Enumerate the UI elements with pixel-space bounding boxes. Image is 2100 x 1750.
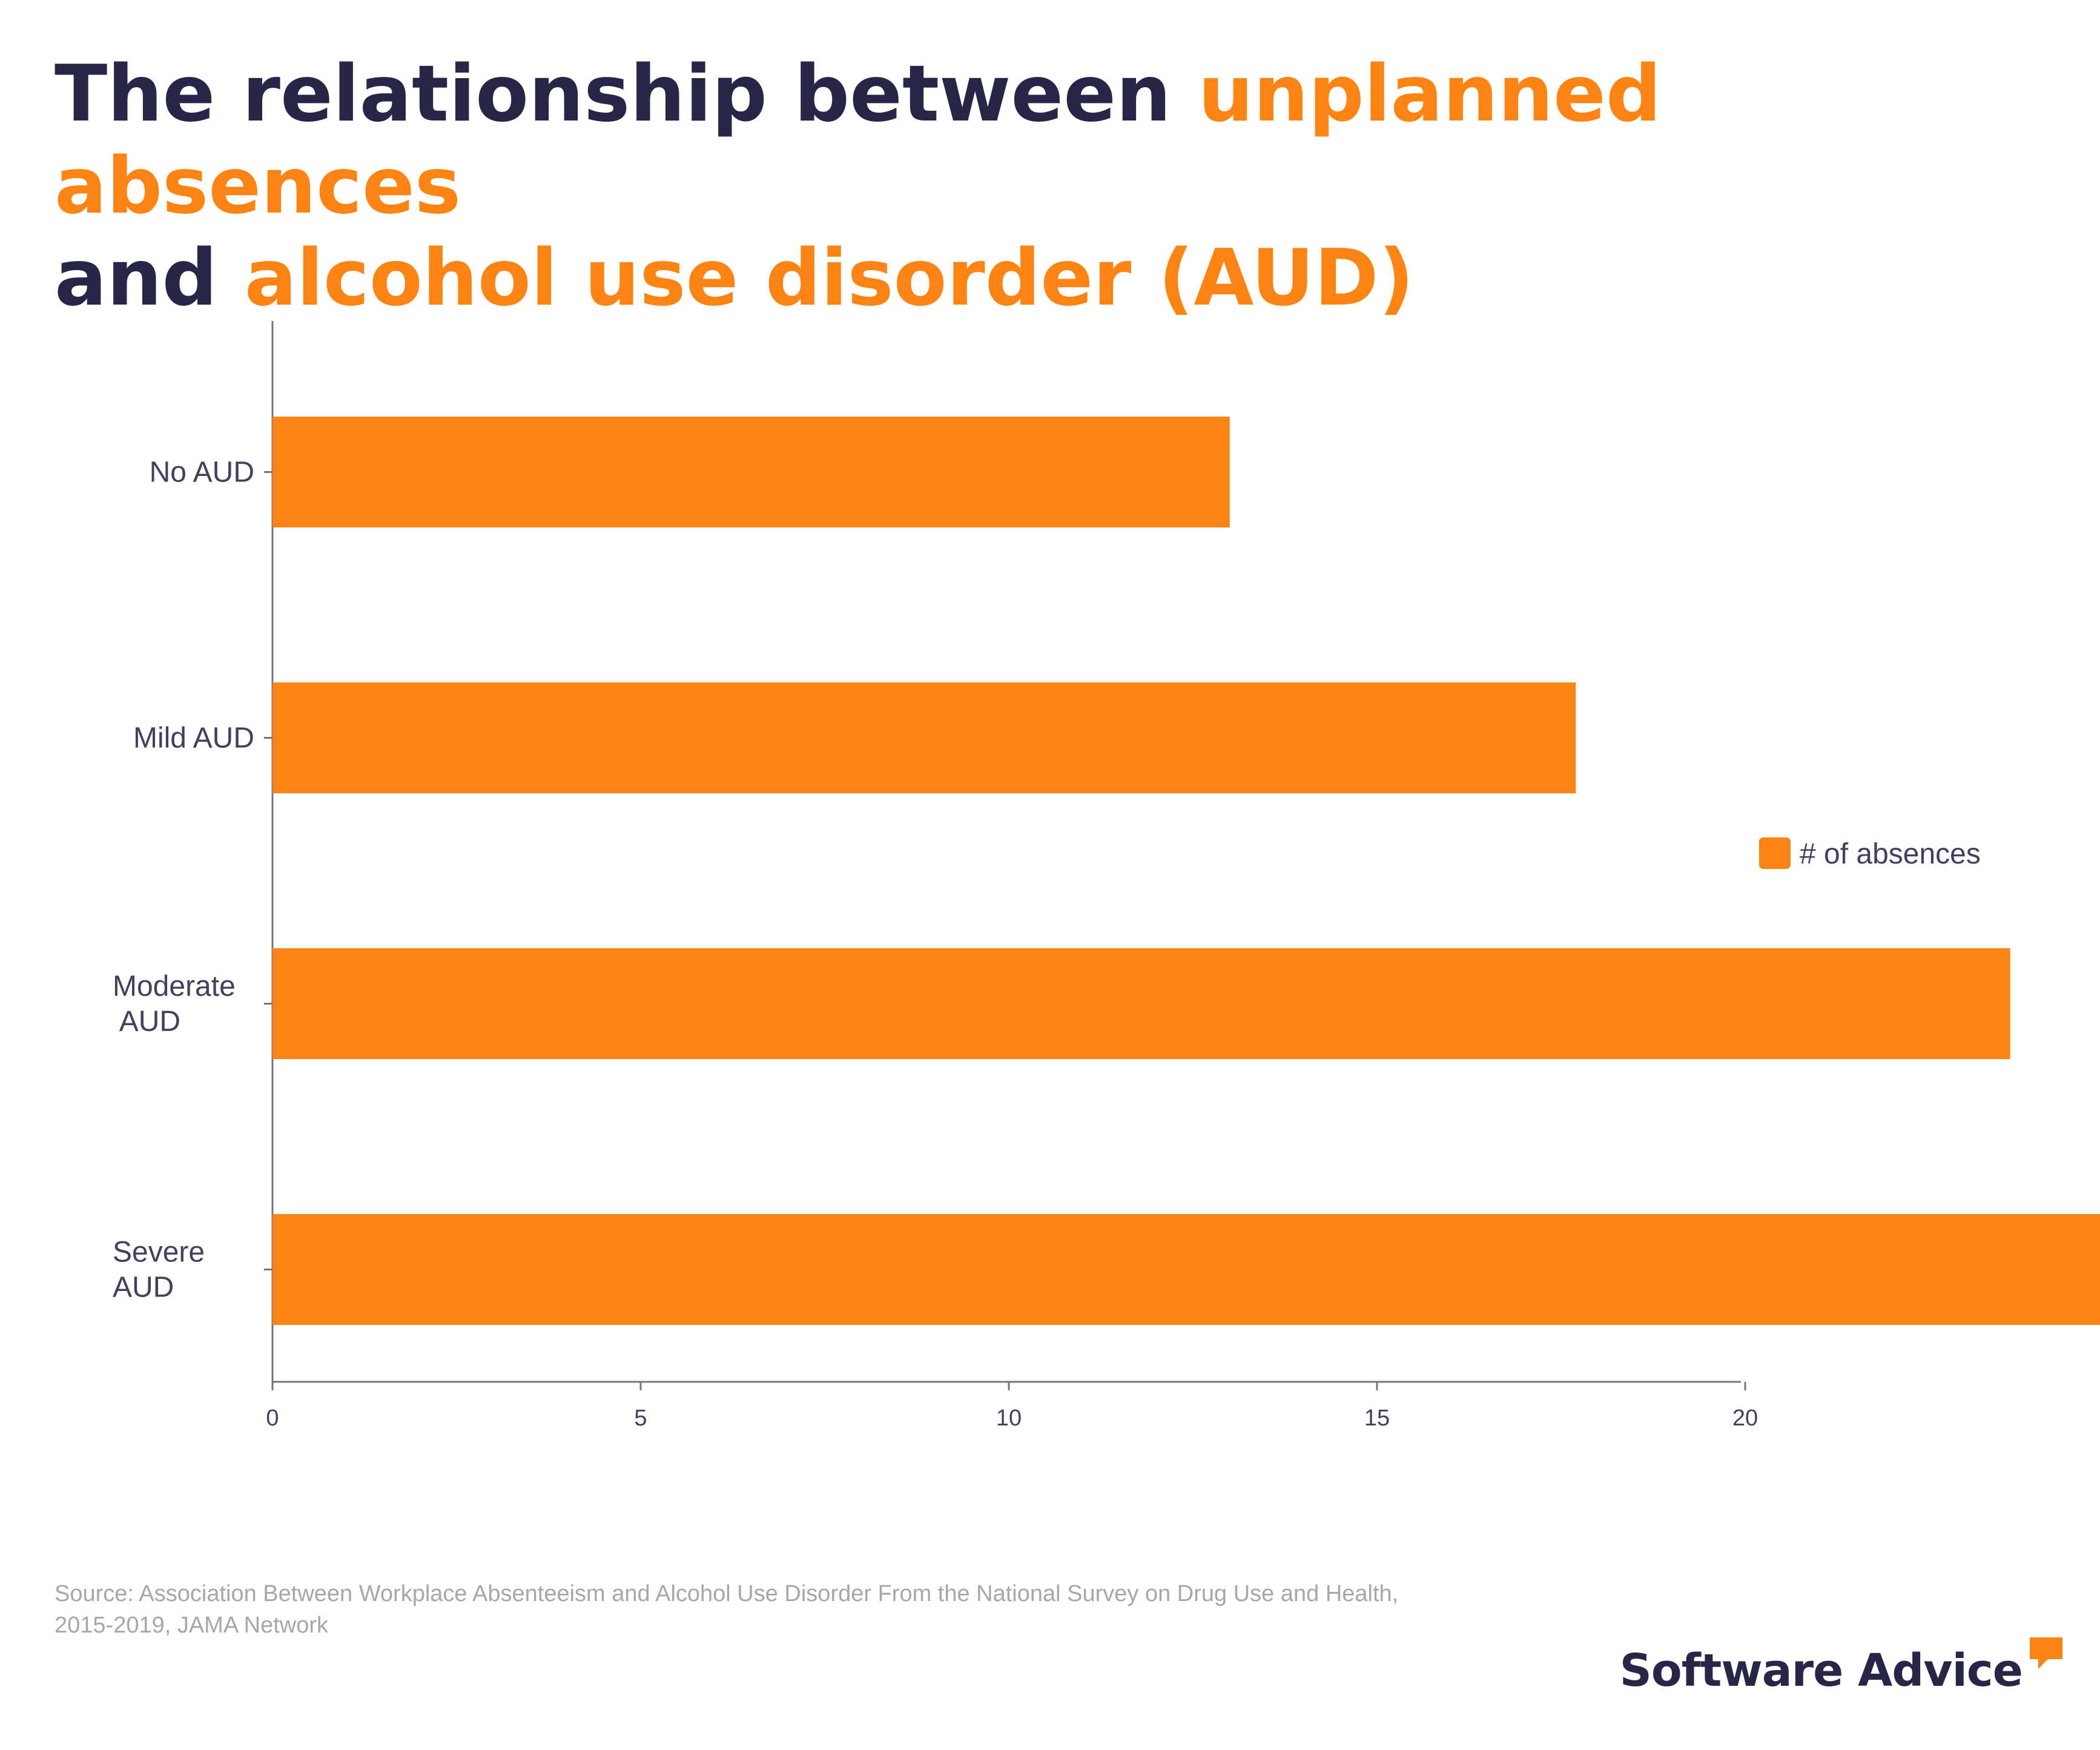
- category-label-3-line-0: Severe: [113, 1237, 205, 1269]
- chart-title: The relationship between unplanned absen…: [54, 48, 2053, 325]
- x-tick-label-4: 20: [1732, 1405, 1758, 1431]
- title-part-3: and: [54, 233, 245, 323]
- x-tick-label-2: 10: [996, 1405, 1022, 1431]
- category-label-2: Moderate AUD: [113, 971, 236, 1038]
- speech-bubble-icon: [2030, 1637, 2062, 1669]
- legend-label: # of absences: [1800, 838, 1981, 870]
- category-label-2-line-1: AUD: [113, 1006, 180, 1038]
- bar-1: [272, 682, 1576, 793]
- title-part-2: unplanned absences: [54, 49, 1662, 231]
- source-note: Source: Association Between Workplace Ab…: [54, 1578, 1689, 1641]
- bar-0: [272, 417, 1230, 527]
- category-label-0: No AUD: [150, 457, 254, 489]
- chart-bars: [272, 417, 2100, 1325]
- software-advice-logo: Software Advice: [1620, 1635, 2065, 1702]
- bar-2: [272, 948, 2010, 1059]
- x-tick-label-3: 15: [1364, 1405, 1390, 1431]
- x-tick-label-1: 5: [634, 1405, 647, 1431]
- category-label-3-line-1: AUD: [113, 1272, 174, 1304]
- bar-3: [272, 1214, 2100, 1325]
- chart-legend: # of absences: [1759, 837, 1981, 870]
- category-label-3: Severe AUD: [113, 1237, 205, 1304]
- title-part-1: The relationship between: [54, 49, 1198, 139]
- category-label-1-line-0: Mild AUD: [133, 722, 254, 754]
- category-label-0-line-0: No AUD: [150, 457, 254, 489]
- legend-swatch: [1759, 837, 1791, 869]
- source-line-1: Source: Association Between Workplace Ab…: [54, 1581, 1399, 1606]
- x-axis-ticks: 05101520253035: [266, 1382, 1758, 1431]
- logo-text: Software Advice: [1619, 1645, 2023, 1697]
- x-tick-label-0: 0: [266, 1405, 279, 1431]
- category-label-2-line-0: Moderate: [113, 971, 236, 1003]
- category-label-1: Mild AUD: [133, 722, 254, 754]
- source-line-2: 2015-2019, JAMA Network: [54, 1613, 329, 1638]
- title-part-4: alcohol use disorder (AUD): [244, 233, 1415, 323]
